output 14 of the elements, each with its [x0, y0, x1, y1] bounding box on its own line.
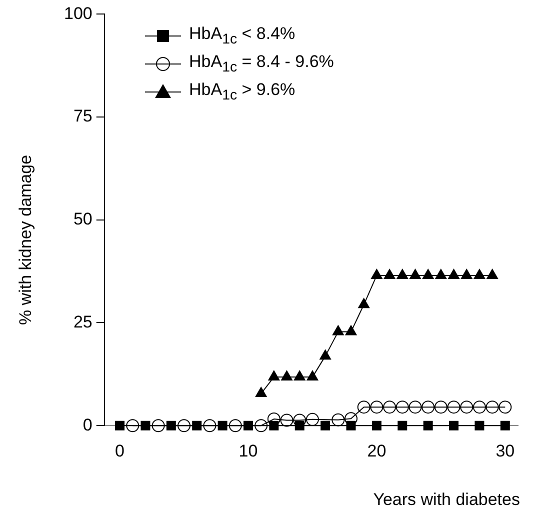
legend-label: HbA$_{1c}$ > 9.6%: [189, 80, 296, 104]
x-tick-label: 10: [238, 441, 258, 460]
x-tick-label: 0: [115, 441, 125, 460]
x-tick-label: 30: [496, 441, 515, 460]
x-axis-title: Years with diabetes: [373, 490, 520, 510]
y-tick-label: 50: [73, 210, 92, 229]
y-tick-label: 100: [64, 4, 92, 23]
y-tick-label: 75: [73, 106, 92, 126]
y-axis-title: % with kidney damage: [16, 154, 36, 326]
legend-label: HbA$_{1c}$ < 8.4%: [189, 24, 296, 48]
x-tick-label: 20: [367, 441, 386, 460]
y-tick-label: 0: [82, 415, 92, 434]
y-tick-label: 25: [73, 312, 92, 332]
legend-label: HbA$_{1c}$ = 8.4 - 9.6%: [189, 52, 334, 76]
